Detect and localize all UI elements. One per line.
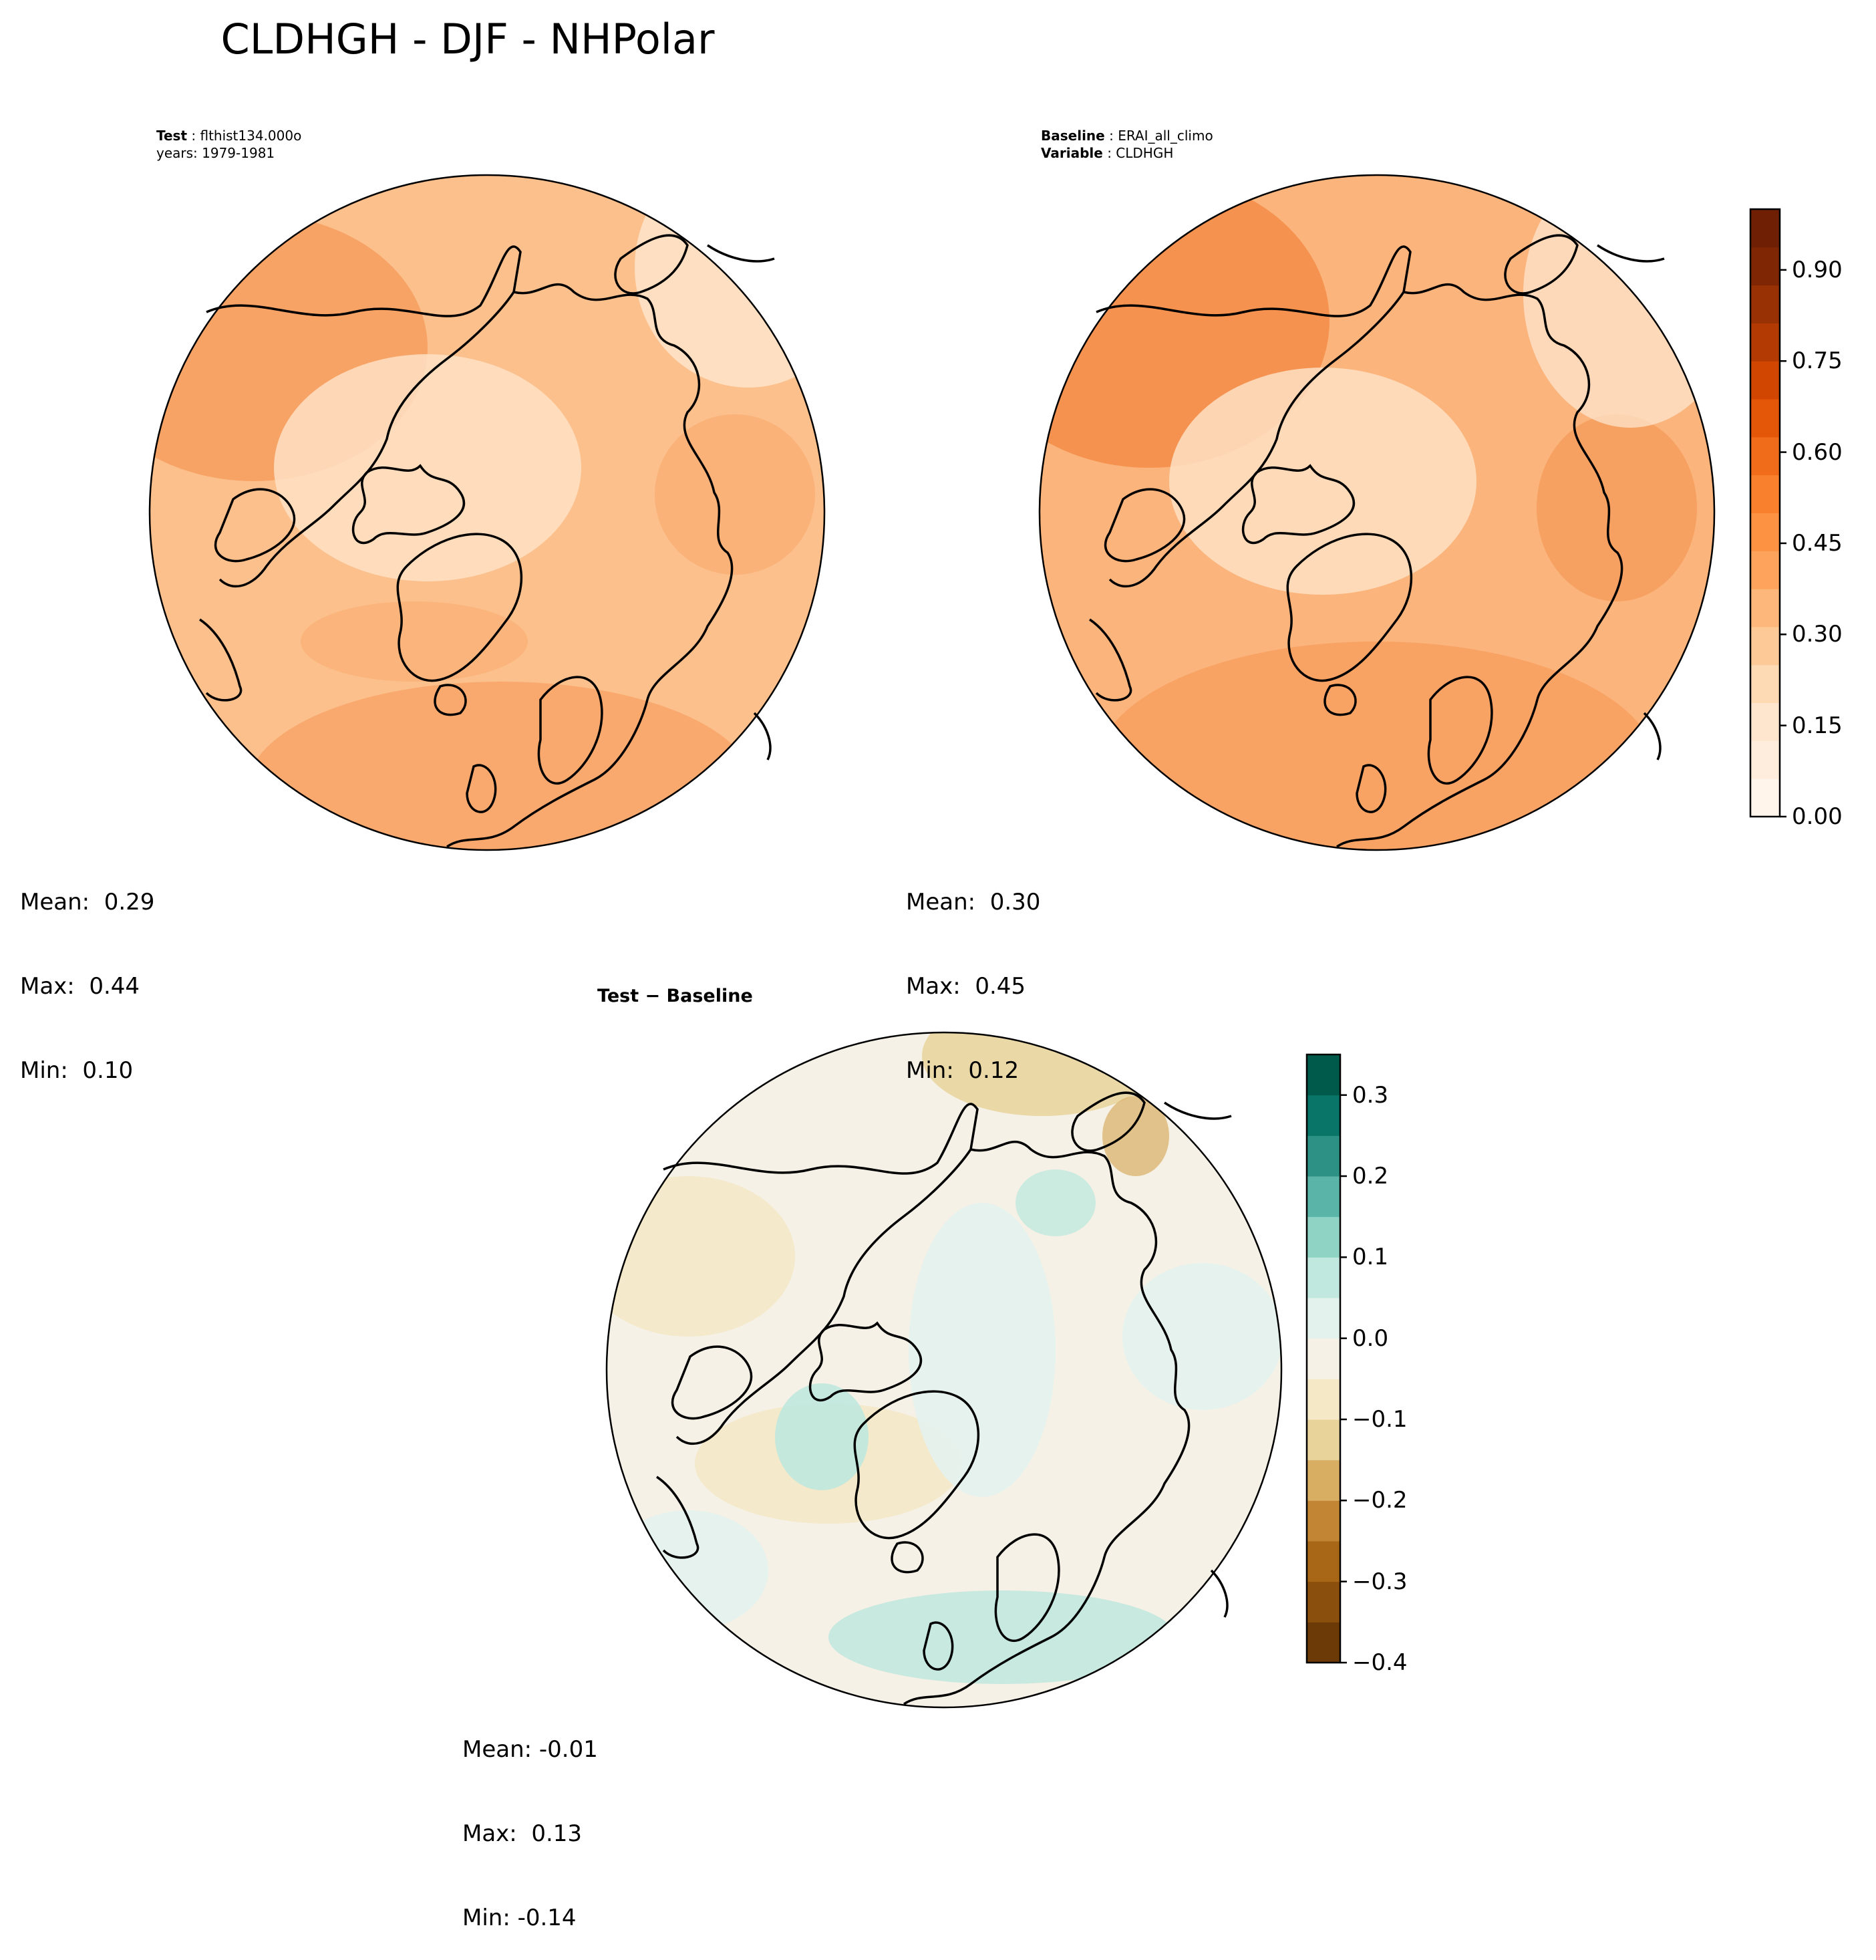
test-label-key: Test <box>156 128 188 144</box>
test-years: years: 1979-1981 <box>156 145 275 161</box>
diff-map <box>605 1031 1283 1709</box>
baseline-map <box>1038 174 1716 851</box>
variable-label-key: Variable <box>1041 145 1103 161</box>
maps-canvas <box>148 174 1786 1709</box>
test-mean: Mean: 0.29 <box>20 889 155 916</box>
diff-map-boundary <box>605 1031 1283 1709</box>
colorbar-diff-frame <box>1305 1053 1342 1664</box>
colorbar-diff-tick-label: −0.2 <box>1352 1487 1408 1514</box>
colorbar-diff-tick-label: 0.2 <box>1352 1163 1389 1189</box>
diff-min: Min: -0.14 <box>462 1905 577 1931</box>
figure-title: CLDHGH - DJF - NHPolar <box>220 15 715 63</box>
colorbar-main-swatch <box>1750 399 1780 438</box>
colorbar-main-swatch <box>1750 361 1780 400</box>
test-panel-label: Test : flthist134.000o years: 1979-1981 <box>156 127 301 162</box>
colorbar-diff-swatch <box>1307 1176 1340 1218</box>
colorbar-main-tick-label: 0.00 <box>1792 803 1843 830</box>
test-min: Min: 0.10 <box>20 1057 134 1084</box>
colorbar-main-tick-label: 0.15 <box>1792 712 1843 739</box>
diff-panel-label: Test − Baseline <box>597 986 753 1006</box>
colorbar-diff-swatch <box>1307 1459 1340 1501</box>
test-map <box>148 174 826 851</box>
diff-mean: Mean: -0.01 <box>462 1736 598 1763</box>
colorbar-main-swatch <box>1750 474 1780 513</box>
colorbar-diff-swatch <box>1307 1055 1340 1096</box>
colorbar-main-tick-label: 0.30 <box>1792 621 1843 648</box>
colorbar-main-tick-label: 0.90 <box>1792 256 1843 283</box>
colorbar-main-tick-label: 0.75 <box>1792 347 1843 375</box>
test-label-value: flthist134.000o <box>200 128 302 144</box>
colorbar-diff-tick-label: −0.3 <box>1352 1568 1408 1595</box>
colorbar-main-tick-label: 0.60 <box>1792 438 1843 466</box>
baseline-min: Min: 0.12 <box>906 1057 1020 1084</box>
colorbar-main-swatch <box>1750 664 1780 704</box>
diff-stats: Mean: -0.01 Max: 0.13 Min: -0.14 <box>462 1679 598 1960</box>
colorbar-diff-tick-label: −0.4 <box>1352 1649 1408 1676</box>
colorbar-diff-tick-label: 0.0 <box>1352 1324 1389 1352</box>
baseline-panel-label: Baseline : ERAI_all_climo Variable : CLD… <box>1041 127 1213 162</box>
colorbar-diff <box>1305 1053 1347 1664</box>
colorbar-diff-tick-label: 0.1 <box>1352 1244 1389 1271</box>
colorbar-diff-swatch <box>1307 1338 1340 1379</box>
colorbar-diff-swatch <box>1307 1622 1340 1663</box>
colorbar-main-swatch <box>1750 626 1780 666</box>
baseline-mean: Mean: 0.30 <box>906 889 1041 916</box>
colorbar-diff-tick-label: −0.1 <box>1352 1406 1408 1433</box>
diff-max: Max: 0.13 <box>462 1820 583 1847</box>
colorbar-main-swatch <box>1750 740 1780 779</box>
test-map-boundary <box>148 174 826 851</box>
colorbar-main-swatch <box>1750 702 1780 741</box>
colorbar-diff-swatch <box>1307 1541 1340 1582</box>
colorbar-main-swatch <box>1750 779 1780 817</box>
colorbar-diff-swatch <box>1307 1500 1340 1542</box>
baseline-max: Max: 0.45 <box>906 973 1026 1000</box>
colorbar-main-swatch <box>1750 589 1780 627</box>
colorbar-diff-swatch <box>1307 1419 1340 1461</box>
colorbar-main-swatch <box>1750 247 1780 286</box>
colorbar-diff-tick-label: 0.3 <box>1352 1081 1389 1109</box>
baseline-label-sep: : <box>1104 128 1118 144</box>
colorbar-main-swatch <box>1750 551 1780 589</box>
colorbar-main-swatch <box>1750 209 1780 248</box>
colorbar-main-swatch <box>1750 436 1780 476</box>
variable-label-sep: : <box>1102 145 1116 161</box>
baseline-map-boundary <box>1038 174 1716 851</box>
test-max: Max: 0.44 <box>20 973 140 1000</box>
colorbar-diff-swatch <box>1307 1095 1340 1136</box>
colorbar-main-frame <box>1749 208 1781 818</box>
colorbar-diff-swatch <box>1307 1298 1340 1339</box>
colorbar-main <box>1749 208 1786 818</box>
colorbar-diff-swatch <box>1307 1135 1340 1177</box>
colorbar-main-swatch <box>1750 513 1780 551</box>
colorbar-diff-swatch <box>1307 1379 1340 1420</box>
variable-label-value: CLDHGH <box>1116 145 1174 161</box>
baseline-label-value: ERAI_all_climo <box>1118 128 1213 144</box>
baseline-stats: Mean: 0.30 Max: 0.45 Min: 0.12 <box>906 832 1040 1113</box>
colorbar-diff-swatch <box>1307 1216 1340 1258</box>
test-label-sep: : <box>187 128 200 144</box>
colorbar-main-swatch <box>1750 285 1780 323</box>
baseline-label-key: Baseline <box>1041 128 1105 144</box>
colorbar-diff-swatch <box>1307 1257 1340 1298</box>
colorbar-main-swatch <box>1750 323 1780 362</box>
colorbar-diff-swatch <box>1307 1581 1340 1623</box>
colorbar-main-tick-label: 0.45 <box>1792 529 1843 557</box>
test-stats: Mean: 0.29 Max: 0.44 Min: 0.10 <box>20 832 154 1113</box>
